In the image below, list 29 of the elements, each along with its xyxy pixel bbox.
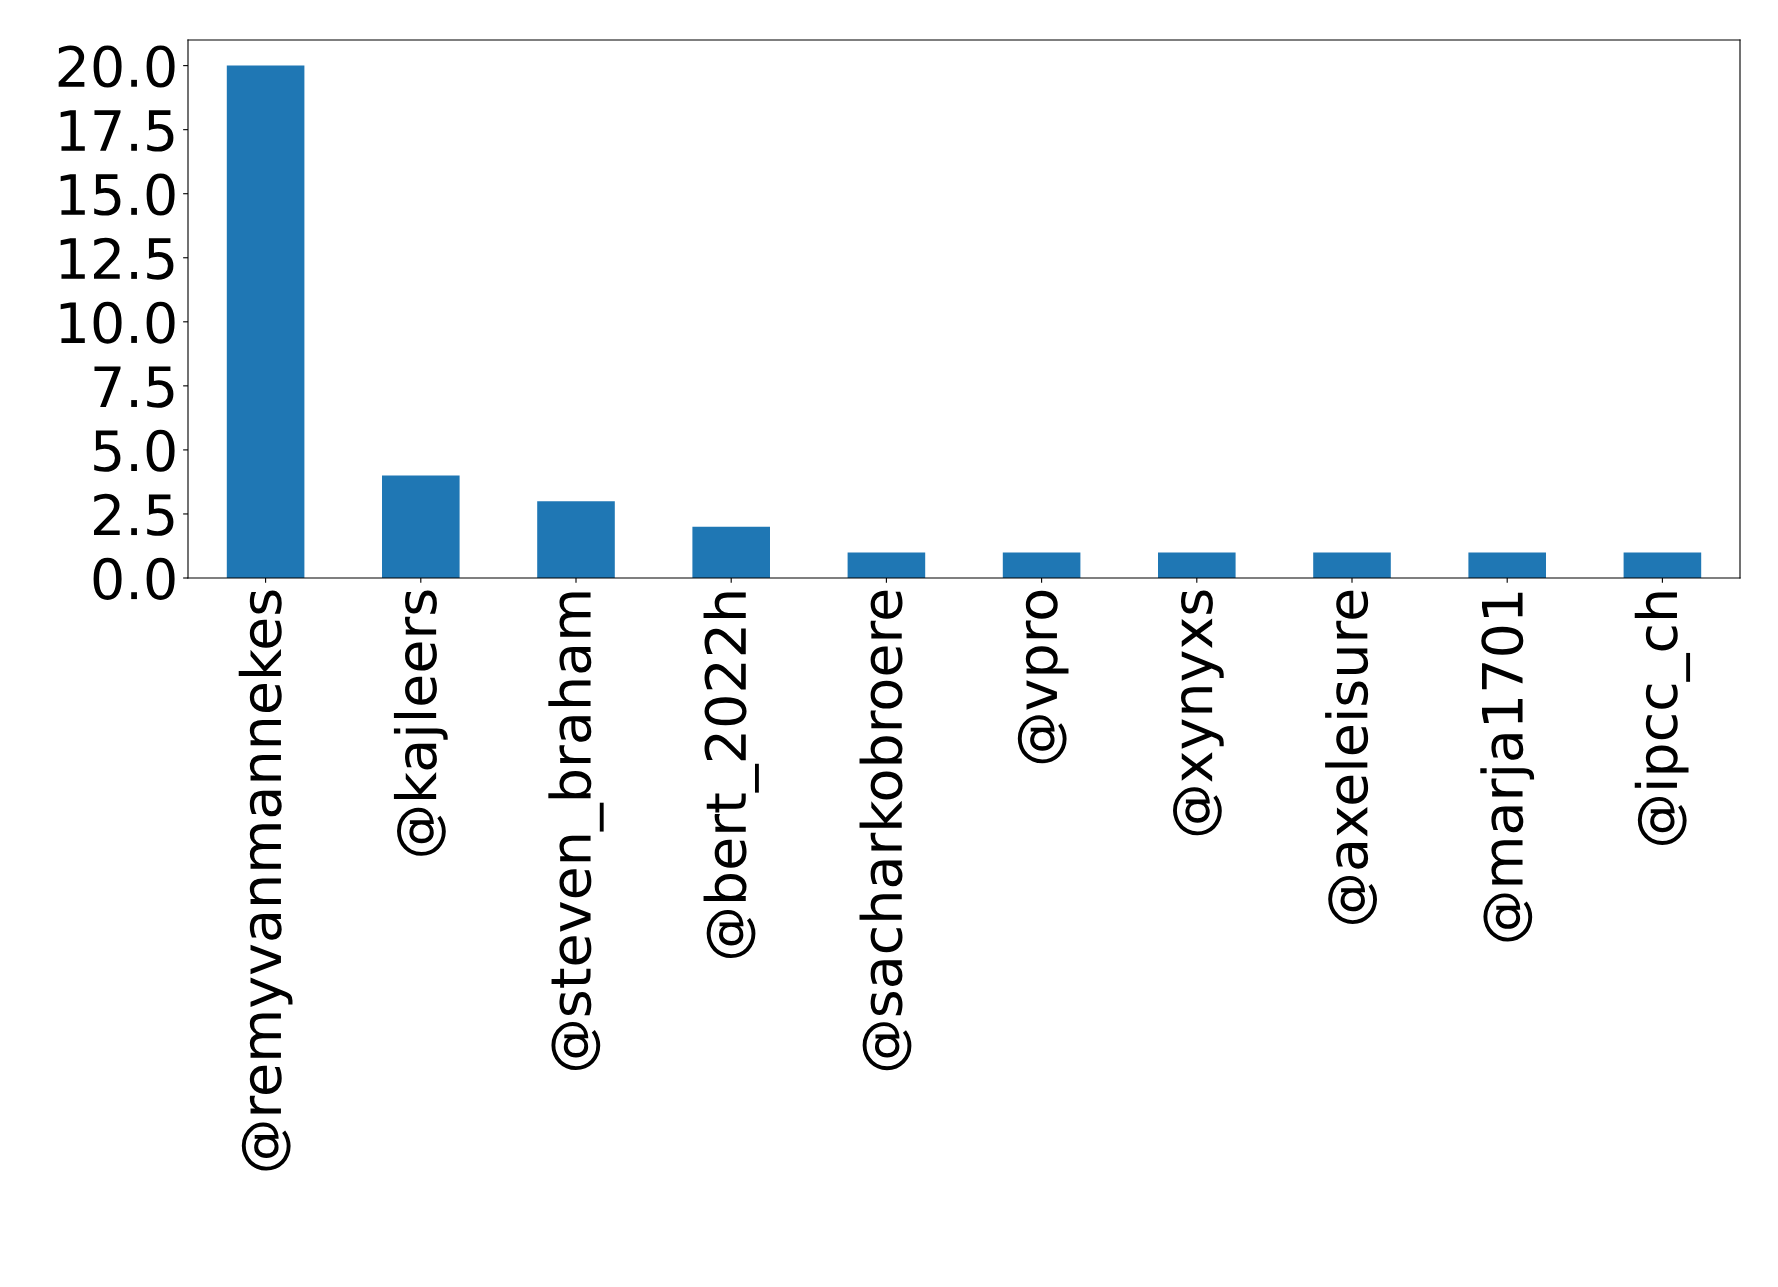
x-tick-label: @ipcc_ch bbox=[1634, 592, 1691, 845]
y-tick-label: 17.5 bbox=[60, 110, 174, 152]
y-tick-label: 12.5 bbox=[60, 237, 174, 280]
bar bbox=[537, 501, 615, 578]
x-tick-label: @axeleisure bbox=[1325, 590, 1377, 924]
bar bbox=[692, 526, 770, 578]
x-tick-label: @steven_braham bbox=[548, 592, 604, 1071]
bar bbox=[1623, 552, 1702, 578]
x-tick-label: @bert_2022h bbox=[703, 592, 759, 959]
bar bbox=[1002, 552, 1081, 578]
bar bbox=[1313, 552, 1391, 578]
x-tick-label: @xynyxs bbox=[1173, 590, 1224, 836]
bar bbox=[382, 475, 460, 578]
x-tick-label: @kajleers bbox=[393, 590, 448, 856]
x-tick-label: @remyvanmannekes bbox=[238, 590, 293, 1171]
bar bbox=[1468, 552, 1546, 578]
y-tick-label: 5.0 bbox=[94, 429, 175, 472]
x-tick-label: @sacharkobroere bbox=[859, 590, 912, 1071]
bar bbox=[1158, 552, 1236, 578]
x-tick-label: @marja1701 bbox=[1480, 592, 1535, 942]
y-tick-label: 7.5 bbox=[94, 366, 174, 408]
y-tick-label: 0.0 bbox=[93, 557, 175, 600]
bar bbox=[226, 65, 305, 578]
bar bbox=[847, 552, 926, 578]
y-tick-label: 20.0 bbox=[58, 45, 175, 88]
y-tick-label: 2.5 bbox=[94, 493, 174, 536]
x-tick-label: @vpro bbox=[1017, 590, 1069, 764]
y-tick-label: 15.0 bbox=[60, 173, 175, 216]
y-tick-label: 10.0 bbox=[60, 301, 175, 344]
